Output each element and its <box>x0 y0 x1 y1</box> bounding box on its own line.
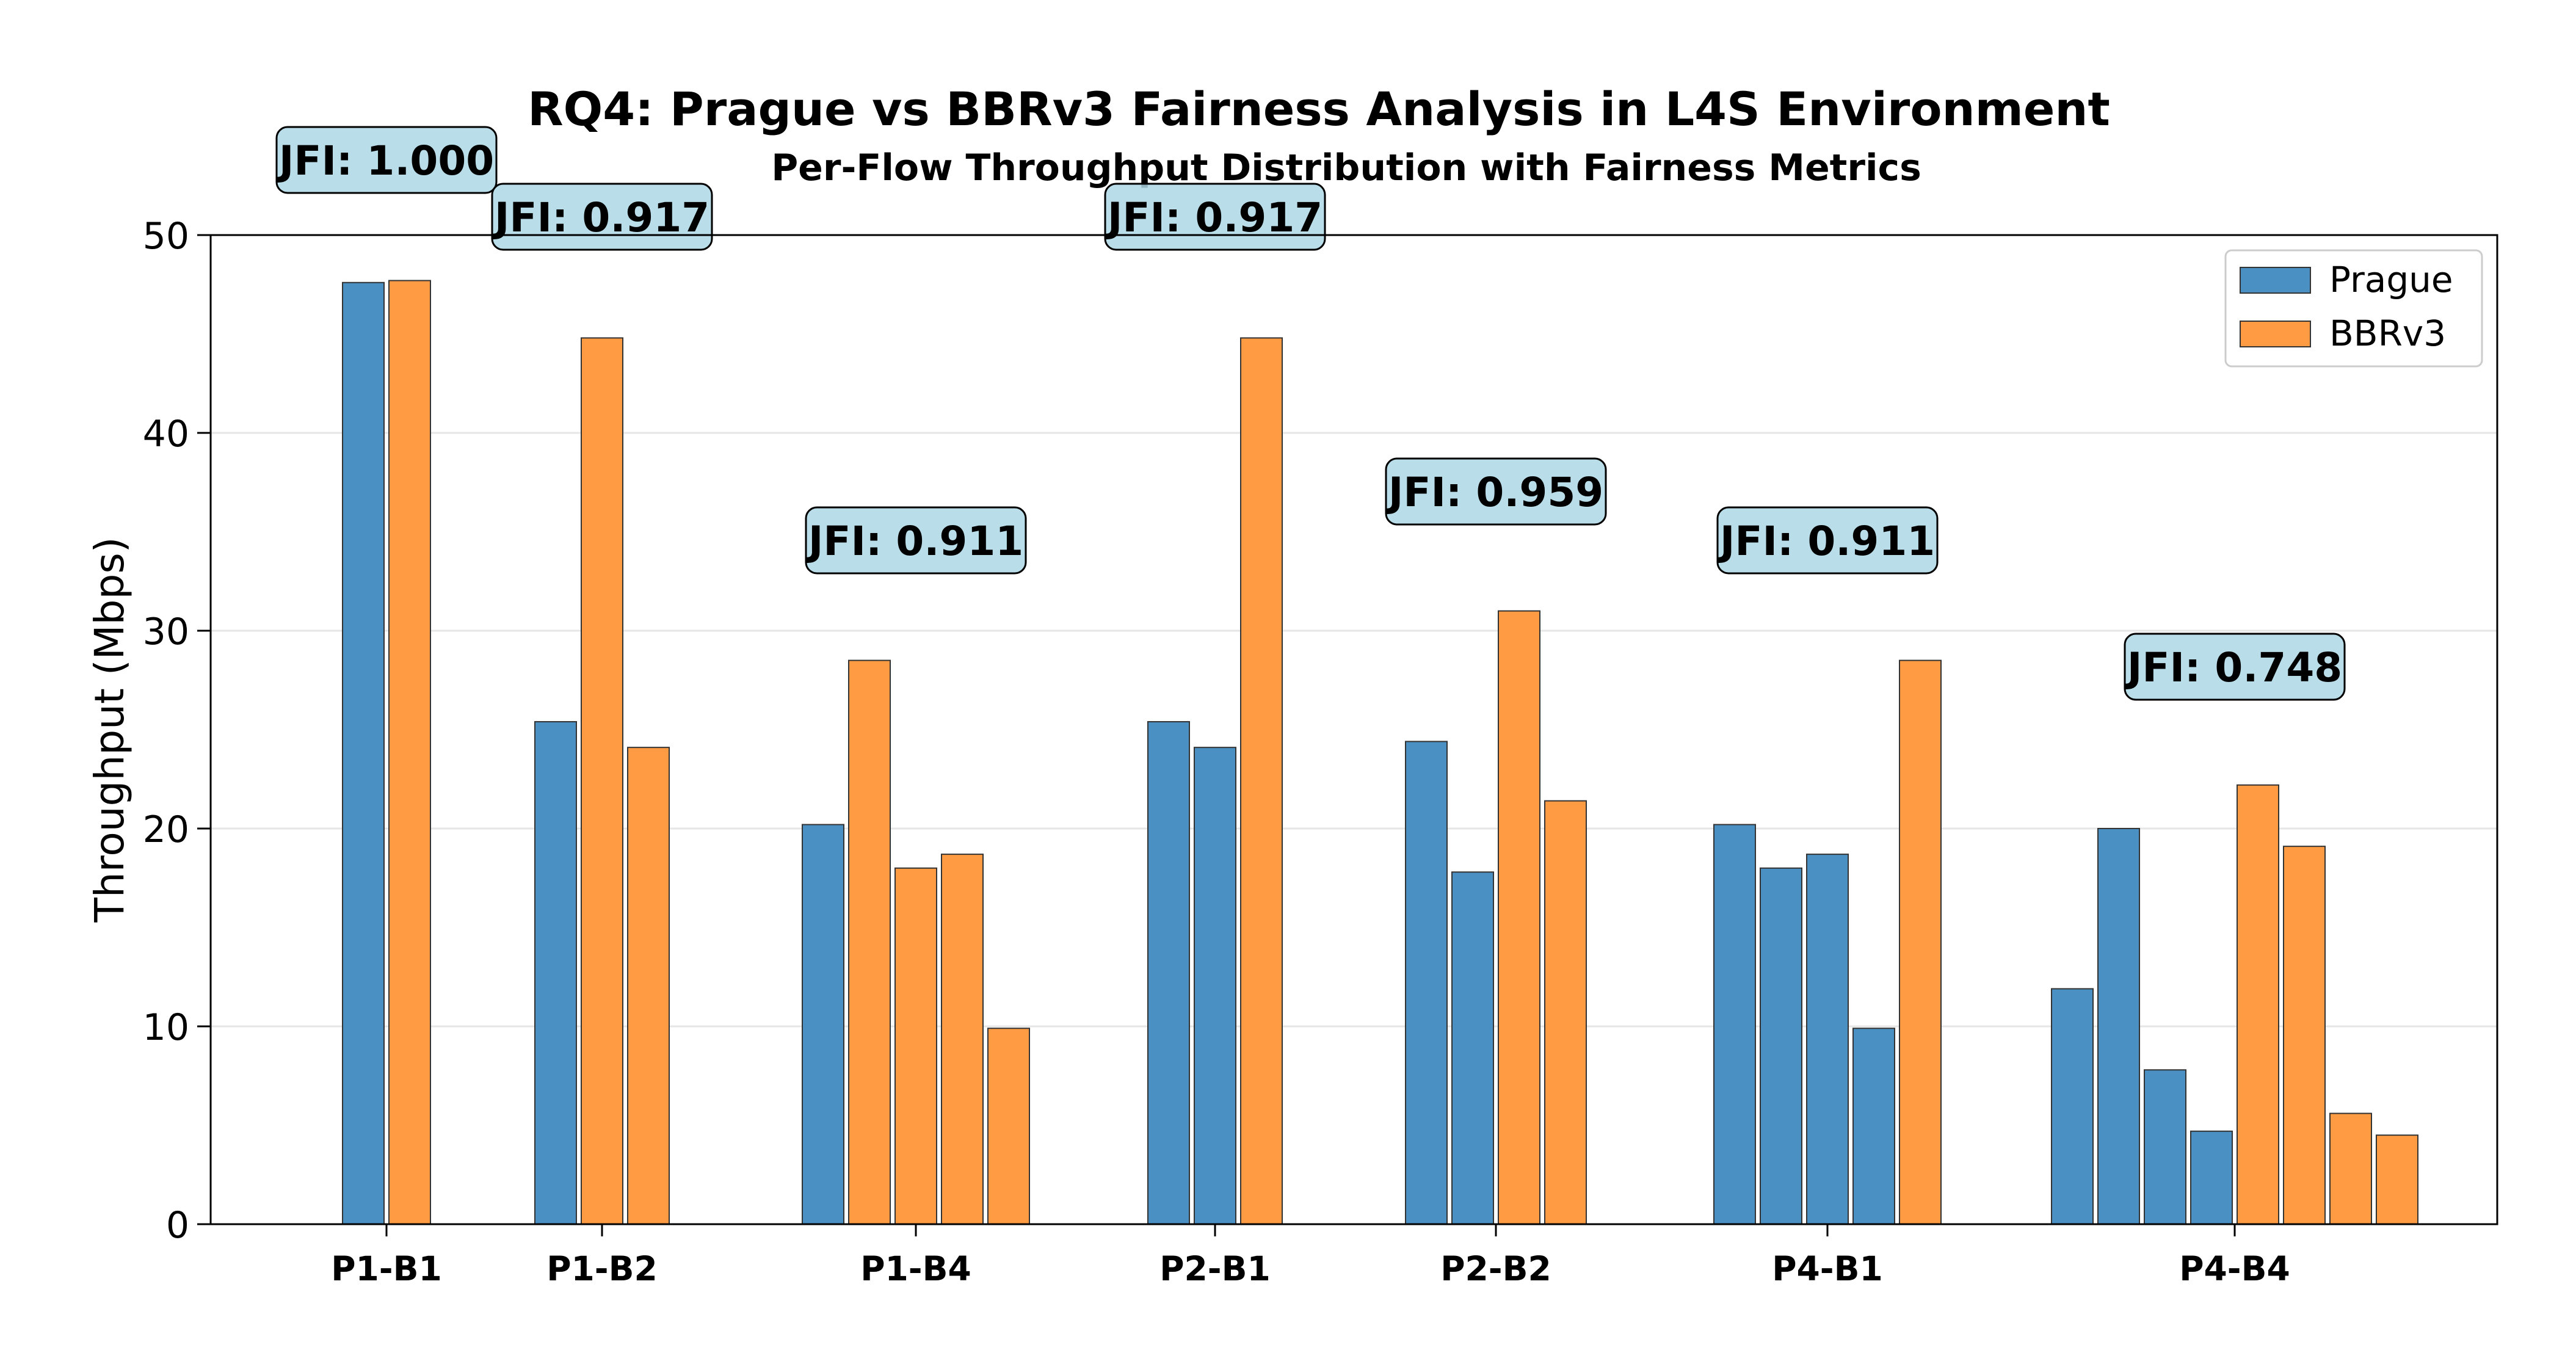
x-axis-ticks: P1-B1 P1-B2 P1-B4 P2-B1 P2-B2 P4-B1 P4-B4 <box>331 1224 2290 1288</box>
bar-P1-B1-Prague-1 <box>342 281 385 1225</box>
bar-P1-B1-BBRv3-2 <box>388 280 431 1225</box>
jfi-box <box>1716 506 1939 575</box>
y-tick-label: 40 <box>143 413 189 455</box>
bar-P4-B4-BBRv3-6 <box>2283 846 2326 1225</box>
legend-label-BBRv3: BBRv3 <box>2329 313 2446 354</box>
jfi-box <box>491 183 713 251</box>
bar-P4-B1-Prague-3 <box>1806 854 1849 1225</box>
y-axis-label: Throughput (Mbps) <box>86 537 133 923</box>
bar-P1-B2-Prague-1 <box>534 721 577 1225</box>
x-tick-label: P1-B1 <box>331 1249 442 1288</box>
jfi-annotation: JFI: 1.000 <box>275 126 498 194</box>
jfi-value: JFI: 0.917 <box>492 194 709 241</box>
jfi-box <box>275 126 498 194</box>
jfi-labels: JFI: 1.000 JFI: 0.917 JFI: 0.911 JFI: 0.917… <box>275 126 2346 701</box>
bar-P4-B4-BBRv3-5 <box>2237 784 2279 1225</box>
x-tick-label: P4-B1 <box>1772 1249 1883 1288</box>
bar-P1-B4-Prague-1 <box>802 824 844 1225</box>
bar-P4-B1-BBRv3-5 <box>1899 659 1942 1225</box>
bar-P4-B4-Prague-3 <box>2144 1069 2186 1225</box>
jfi-value: JFI: 0.748 <box>2125 644 2342 691</box>
bar-P1-B4-BBRv3-2 <box>848 659 891 1225</box>
jfi-value: JFI: 0.911 <box>806 518 1023 565</box>
legend: Prague BBRv3 <box>2224 249 2483 368</box>
jfi-annotation: JFI: 0.911 <box>805 506 1027 575</box>
jfi-annotation: JFI: 0.748 <box>2124 633 2346 701</box>
jfi-value: JFI: 0.917 <box>1105 194 1322 241</box>
x-tick-label: P4-B4 <box>2179 1249 2290 1288</box>
jfi-annotation: JFI: 0.917 <box>491 183 713 251</box>
jfi-annotation: JFI: 0.959 <box>1385 457 1607 526</box>
x-tick-label: P2-B2 <box>1440 1249 1551 1288</box>
bar-P4-B4-Prague-1 <box>2051 988 2094 1225</box>
y-tick-label: 30 <box>143 611 189 653</box>
plot-frame <box>209 234 2498 1225</box>
bar-P1-B4-BBRv3-5 <box>987 1028 1030 1225</box>
bar-P2-B1-BBRv3-3 <box>1240 337 1283 1225</box>
chart-subtitle: Per-Flow Throughput Distribution with Fa… <box>771 147 1921 189</box>
y-tick-label: 50 <box>143 215 189 258</box>
bar-P4-B4-Prague-4 <box>2190 1130 2233 1225</box>
jfi-value: JFI: 0.959 <box>1386 469 1603 516</box>
jfi-annotation: JFI: 0.917 <box>1104 183 1326 251</box>
jfi-annotation: JFI: 0.911 <box>1716 506 1939 575</box>
y-tick-label: 0 <box>166 1204 189 1247</box>
jfi-box <box>805 506 1027 575</box>
bar-P4-B1-Prague-4 <box>1852 1028 1895 1225</box>
bar-P1-B2-BBRv3-2 <box>581 337 623 1225</box>
bar-P4-B1-Prague-1 <box>1713 824 1756 1225</box>
jfi-box <box>1385 457 1607 526</box>
x-tick-label: P1-B4 <box>860 1249 971 1288</box>
y-tick-label: 20 <box>143 808 189 851</box>
bar-P2-B1-Prague-1 <box>1147 721 1190 1225</box>
x-tick-label: P1-B2 <box>546 1249 658 1288</box>
bars <box>342 280 2418 1225</box>
bar-P4-B4-Prague-2 <box>2097 828 2140 1225</box>
y-tick-label: 10 <box>143 1006 189 1049</box>
y-axis-ticks: 0 10 20 30 40 50 <box>143 215 211 1247</box>
legend-swatch-BBRv3 <box>2240 321 2311 347</box>
bar-P1-B4-BBRv3-3 <box>894 867 937 1225</box>
bar-P2-B1-Prague-2 <box>1194 747 1236 1225</box>
bar-P4-B4-BBRv3-7 <box>2329 1112 2372 1225</box>
bar-P2-B2-Prague-2 <box>1451 871 1494 1225</box>
bar-P1-B4-BBRv3-4 <box>941 854 984 1225</box>
bar-P2-B2-BBRv3-4 <box>1544 800 1587 1225</box>
legend-swatch-Prague <box>2240 267 2311 294</box>
x-tick-label: P2-B1 <box>1159 1249 1271 1288</box>
bar-P2-B2-BBRv3-3 <box>1498 610 1540 1225</box>
bar-P4-B1-Prague-2 <box>1760 867 1802 1225</box>
legend-label-Prague: Prague <box>2329 259 2453 300</box>
bar-P4-B4-BBRv3-8 <box>2376 1134 2418 1225</box>
bar-P1-B2-BBRv3-3 <box>627 747 670 1225</box>
jfi-value: JFI: 1.000 <box>277 137 494 184</box>
bar-P2-B2-Prague-1 <box>1405 741 1448 1225</box>
jfi-box <box>2124 633 2346 701</box>
jfi-box <box>1104 183 1326 251</box>
jfi-value: JFI: 0.911 <box>1718 518 1935 565</box>
chart-title: RQ4: Prague vs BBRv3 Fairness Analysis i… <box>528 82 2110 136</box>
